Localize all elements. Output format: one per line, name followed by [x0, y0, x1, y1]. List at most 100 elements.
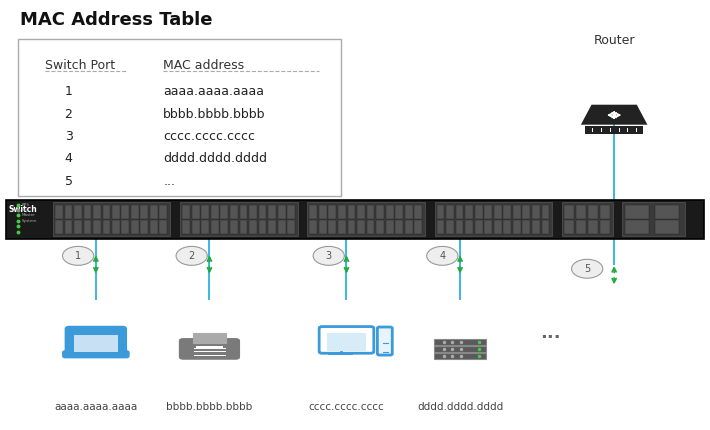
FancyBboxPatch shape [494, 205, 502, 218]
FancyBboxPatch shape [150, 220, 158, 234]
FancyBboxPatch shape [65, 220, 72, 234]
FancyBboxPatch shape [84, 205, 92, 218]
FancyBboxPatch shape [475, 220, 483, 234]
Polygon shape [581, 105, 648, 125]
FancyBboxPatch shape [625, 205, 650, 218]
FancyBboxPatch shape [376, 220, 384, 234]
FancyBboxPatch shape [494, 220, 502, 234]
FancyBboxPatch shape [84, 220, 92, 234]
FancyBboxPatch shape [230, 205, 238, 218]
Text: System: System [21, 219, 37, 223]
FancyBboxPatch shape [131, 220, 138, 234]
FancyBboxPatch shape [182, 220, 190, 234]
FancyBboxPatch shape [202, 205, 209, 218]
FancyBboxPatch shape [258, 205, 266, 218]
FancyBboxPatch shape [576, 220, 586, 234]
FancyBboxPatch shape [386, 205, 393, 218]
FancyBboxPatch shape [395, 220, 403, 234]
FancyBboxPatch shape [180, 339, 239, 359]
FancyBboxPatch shape [6, 200, 704, 239]
FancyBboxPatch shape [55, 220, 63, 234]
FancyBboxPatch shape [150, 205, 158, 218]
FancyBboxPatch shape [456, 220, 464, 234]
Text: Switch Port: Switch Port [45, 59, 115, 72]
Text: 1: 1 [75, 251, 81, 261]
Text: 5: 5 [65, 175, 72, 187]
FancyBboxPatch shape [288, 205, 295, 218]
FancyBboxPatch shape [192, 333, 226, 343]
FancyBboxPatch shape [55, 205, 63, 218]
FancyBboxPatch shape [93, 205, 101, 218]
FancyBboxPatch shape [338, 205, 346, 218]
FancyBboxPatch shape [625, 220, 650, 234]
Circle shape [313, 246, 344, 265]
Text: 3: 3 [326, 251, 332, 261]
FancyBboxPatch shape [523, 205, 530, 218]
Circle shape [176, 246, 207, 265]
Text: cccc.cccc.cccc: cccc.cccc.cccc [163, 130, 256, 143]
FancyBboxPatch shape [192, 205, 200, 218]
Circle shape [62, 246, 94, 265]
FancyBboxPatch shape [141, 205, 148, 218]
FancyBboxPatch shape [376, 205, 384, 218]
Text: bbbb.bbbb.bbbb: bbbb.bbbb.bbbb [163, 108, 266, 120]
FancyBboxPatch shape [211, 220, 219, 234]
Text: aaaa.aaaa.aaaa: aaaa.aaaa.aaaa [54, 402, 138, 412]
FancyBboxPatch shape [93, 220, 101, 234]
FancyBboxPatch shape [532, 220, 540, 234]
Text: Switch: Switch [9, 205, 37, 214]
FancyBboxPatch shape [239, 205, 247, 218]
FancyBboxPatch shape [112, 205, 120, 218]
Text: MAC address: MAC address [163, 59, 244, 72]
Text: bbbb.bbbb.bbbb: bbbb.bbbb.bbbb [166, 402, 253, 412]
FancyBboxPatch shape [576, 205, 586, 218]
FancyBboxPatch shape [415, 220, 422, 234]
FancyBboxPatch shape [112, 220, 120, 234]
FancyBboxPatch shape [434, 339, 486, 345]
FancyBboxPatch shape [320, 327, 374, 353]
FancyBboxPatch shape [357, 205, 365, 218]
FancyBboxPatch shape [484, 220, 492, 234]
Text: MAC Address Table: MAC Address Table [20, 11, 212, 29]
FancyBboxPatch shape [220, 220, 228, 234]
FancyBboxPatch shape [249, 220, 257, 234]
FancyBboxPatch shape [278, 205, 285, 218]
FancyBboxPatch shape [160, 220, 168, 234]
FancyBboxPatch shape [435, 202, 552, 237]
FancyBboxPatch shape [202, 220, 209, 234]
FancyBboxPatch shape [239, 220, 247, 234]
Text: Master: Master [21, 213, 36, 218]
FancyBboxPatch shape [220, 205, 228, 218]
FancyBboxPatch shape [160, 205, 168, 218]
FancyBboxPatch shape [53, 202, 170, 237]
Text: 4: 4 [65, 152, 72, 165]
FancyBboxPatch shape [63, 351, 129, 357]
FancyBboxPatch shape [415, 205, 422, 218]
Text: 1: 1 [65, 85, 72, 98]
FancyBboxPatch shape [366, 205, 374, 218]
Text: dddd.dddd.dddd: dddd.dddd.dddd [417, 402, 503, 412]
FancyBboxPatch shape [503, 205, 511, 218]
Circle shape [427, 246, 458, 265]
Text: Router: Router [594, 34, 635, 47]
FancyBboxPatch shape [278, 220, 285, 234]
FancyBboxPatch shape [258, 220, 266, 234]
Text: aaaa.aaaa.aaaa: aaaa.aaaa.aaaa [163, 85, 264, 98]
FancyBboxPatch shape [18, 39, 341, 196]
FancyBboxPatch shape [249, 205, 257, 218]
FancyBboxPatch shape [564, 205, 574, 218]
FancyBboxPatch shape [475, 205, 483, 218]
FancyBboxPatch shape [310, 220, 317, 234]
FancyBboxPatch shape [405, 205, 413, 218]
FancyBboxPatch shape [74, 205, 82, 218]
Text: Fan: Fan [21, 208, 28, 212]
FancyBboxPatch shape [75, 335, 118, 352]
FancyBboxPatch shape [601, 205, 611, 218]
FancyBboxPatch shape [562, 202, 613, 237]
FancyBboxPatch shape [288, 220, 295, 234]
FancyBboxPatch shape [348, 205, 356, 218]
Text: 4: 4 [439, 251, 445, 261]
FancyBboxPatch shape [319, 205, 327, 218]
FancyBboxPatch shape [65, 327, 126, 354]
Circle shape [572, 259, 603, 278]
